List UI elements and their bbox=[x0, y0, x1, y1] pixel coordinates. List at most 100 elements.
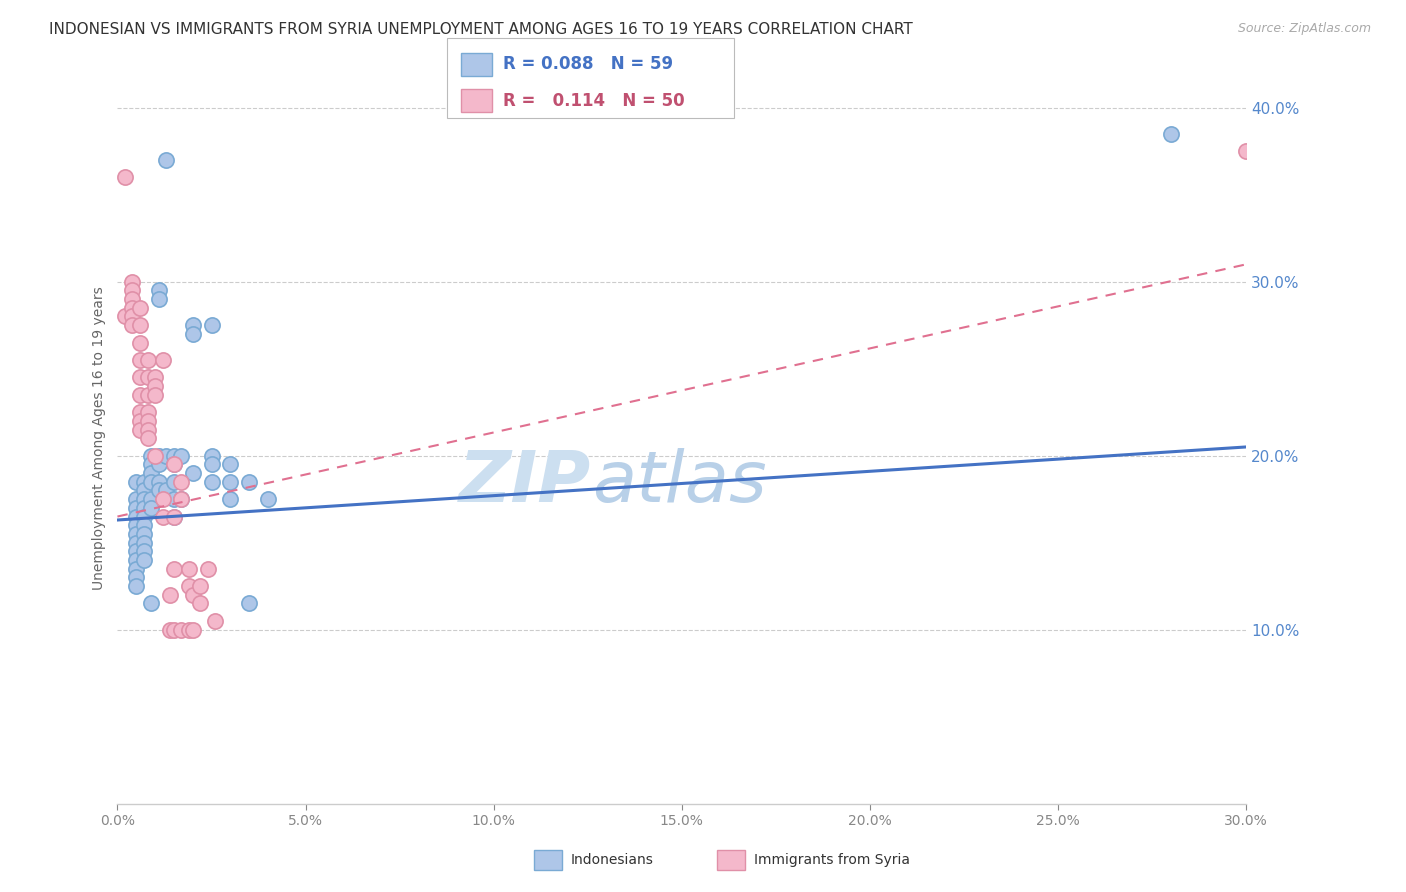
Point bbox=[121, 310, 143, 324]
Point bbox=[257, 492, 280, 507]
Point bbox=[129, 301, 152, 315]
Point bbox=[132, 527, 155, 541]
Point bbox=[152, 353, 174, 368]
Point bbox=[155, 153, 177, 167]
Point bbox=[125, 500, 148, 515]
Point bbox=[125, 475, 148, 489]
Point bbox=[148, 449, 170, 463]
Point bbox=[148, 292, 170, 306]
Point bbox=[132, 544, 155, 558]
Point bbox=[125, 544, 148, 558]
Point bbox=[170, 449, 193, 463]
Point bbox=[163, 475, 186, 489]
Point bbox=[148, 475, 170, 489]
Point bbox=[129, 423, 152, 437]
Point bbox=[141, 500, 163, 515]
Point bbox=[200, 458, 222, 472]
Point bbox=[204, 614, 226, 628]
Point bbox=[188, 579, 211, 593]
Point bbox=[125, 518, 148, 533]
Point bbox=[170, 492, 193, 507]
Text: Source: ZipAtlas.com: Source: ZipAtlas.com bbox=[1237, 22, 1371, 36]
Point bbox=[1234, 145, 1257, 159]
Point bbox=[125, 553, 148, 567]
Point bbox=[136, 353, 159, 368]
Point bbox=[141, 449, 163, 463]
Point bbox=[125, 527, 148, 541]
Point bbox=[170, 623, 193, 637]
Point bbox=[132, 475, 155, 489]
Point bbox=[163, 492, 186, 507]
Point bbox=[143, 388, 166, 402]
Point bbox=[143, 379, 166, 393]
Point bbox=[121, 292, 143, 306]
Point bbox=[177, 623, 200, 637]
Point bbox=[1160, 127, 1182, 141]
Point bbox=[163, 623, 186, 637]
Point bbox=[136, 431, 159, 445]
Point bbox=[200, 318, 222, 333]
Point bbox=[125, 562, 148, 576]
Point bbox=[121, 275, 143, 289]
Point bbox=[132, 483, 155, 498]
Point bbox=[163, 458, 186, 472]
Point bbox=[188, 597, 211, 611]
Point bbox=[141, 492, 163, 507]
Text: R =   0.114   N = 50: R = 0.114 N = 50 bbox=[503, 92, 685, 110]
Point bbox=[163, 509, 186, 524]
Point bbox=[136, 405, 159, 419]
Text: atlas: atlas bbox=[592, 448, 766, 516]
Point bbox=[197, 562, 219, 576]
Point bbox=[114, 170, 136, 185]
Point bbox=[129, 318, 152, 333]
Point bbox=[129, 353, 152, 368]
Point bbox=[181, 623, 204, 637]
Point bbox=[219, 492, 242, 507]
Point bbox=[155, 483, 177, 498]
Point bbox=[181, 318, 204, 333]
Point bbox=[125, 579, 148, 593]
Text: R = 0.088   N = 59: R = 0.088 N = 59 bbox=[503, 55, 673, 73]
Point bbox=[141, 597, 163, 611]
Point bbox=[238, 475, 260, 489]
Point bbox=[163, 449, 186, 463]
Point bbox=[200, 475, 222, 489]
Text: Indonesians: Indonesians bbox=[571, 853, 654, 867]
Point bbox=[132, 492, 155, 507]
Point bbox=[141, 466, 163, 480]
Point bbox=[136, 414, 159, 428]
Point bbox=[148, 284, 170, 298]
Point bbox=[129, 388, 152, 402]
Point bbox=[200, 449, 222, 463]
Point bbox=[170, 492, 193, 507]
Point bbox=[155, 449, 177, 463]
Point bbox=[132, 518, 155, 533]
Point bbox=[136, 388, 159, 402]
Point bbox=[219, 458, 242, 472]
Point bbox=[143, 449, 166, 463]
Point bbox=[177, 579, 200, 593]
Point bbox=[148, 458, 170, 472]
Point bbox=[129, 335, 152, 350]
Point bbox=[132, 535, 155, 549]
Text: INDONESIAN VS IMMIGRANTS FROM SYRIA UNEMPLOYMENT AMONG AGES 16 TO 19 YEARS CORRE: INDONESIAN VS IMMIGRANTS FROM SYRIA UNEM… bbox=[49, 22, 912, 37]
Point bbox=[163, 458, 186, 472]
Point bbox=[132, 509, 155, 524]
Point bbox=[181, 588, 204, 602]
Point bbox=[136, 370, 159, 384]
Point bbox=[152, 492, 174, 507]
Point bbox=[163, 509, 186, 524]
Point bbox=[121, 301, 143, 315]
Point bbox=[125, 492, 148, 507]
Point bbox=[121, 318, 143, 333]
Point bbox=[114, 310, 136, 324]
Point bbox=[181, 466, 204, 480]
Point bbox=[152, 509, 174, 524]
Point bbox=[129, 414, 152, 428]
Point bbox=[181, 326, 204, 341]
Point bbox=[159, 623, 181, 637]
Point bbox=[121, 284, 143, 298]
Point bbox=[143, 370, 166, 384]
Point bbox=[125, 570, 148, 584]
Point bbox=[129, 405, 152, 419]
